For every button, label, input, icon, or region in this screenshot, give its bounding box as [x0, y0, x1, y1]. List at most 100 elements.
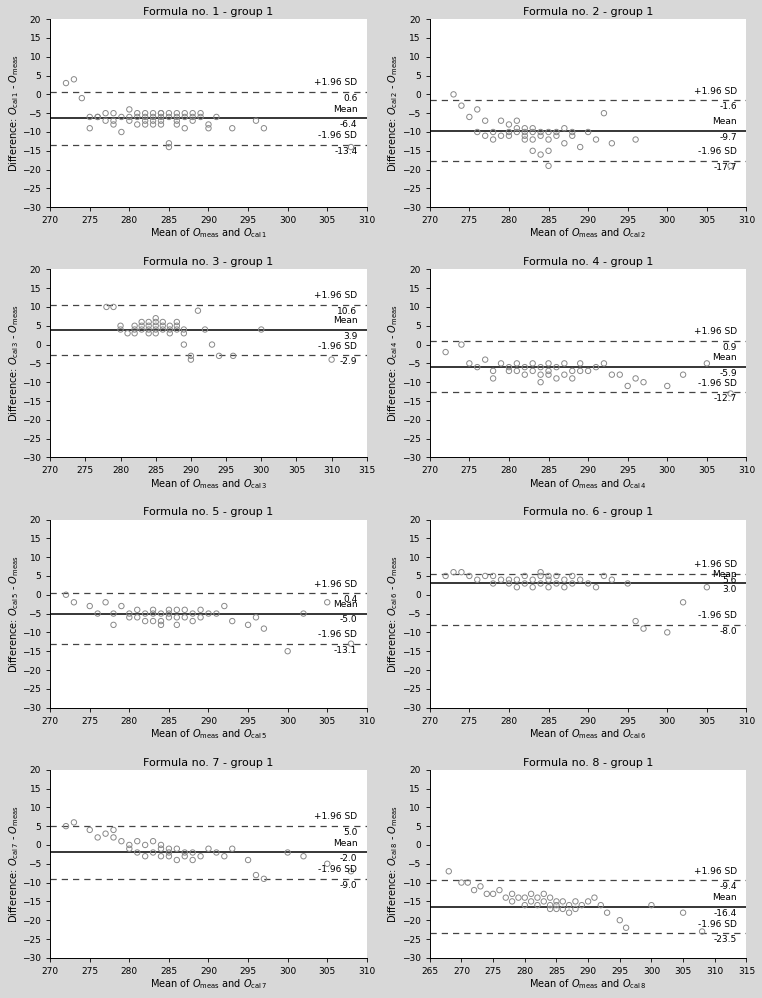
Point — [107, 299, 120, 315]
Text: +1.96 SD: +1.96 SD — [694, 866, 737, 875]
Point — [701, 579, 713, 595]
Point — [142, 317, 155, 333]
Point — [107, 822, 120, 838]
Point — [163, 840, 175, 856]
Point — [142, 314, 155, 330]
Point — [456, 564, 468, 580]
Point — [203, 120, 215, 136]
Point — [506, 893, 518, 909]
Point — [187, 606, 199, 622]
Point — [136, 317, 148, 333]
Point — [68, 71, 80, 87]
Text: -12.7: -12.7 — [714, 394, 737, 403]
Point — [543, 355, 555, 371]
Point — [645, 897, 658, 913]
X-axis label: Mean of $\mathit{O}_{\mathrm{meas}}$ and $\mathit{O}_{\mathrm{cal\,5}}$: Mean of $\mathit{O}_{\mathrm{meas}}$ and… — [149, 728, 267, 741]
Point — [506, 886, 518, 902]
Point — [479, 113, 491, 129]
Text: -1.96 SD: -1.96 SD — [319, 631, 357, 640]
Point — [149, 317, 162, 333]
Text: Mean: Mean — [333, 105, 357, 114]
Point — [566, 370, 578, 386]
Text: -1.96 SD: -1.96 SD — [319, 131, 357, 140]
Point — [155, 617, 167, 633]
Point — [574, 572, 586, 588]
X-axis label: Mean of $\mathit{O}_{\mathrm{meas}}$ and $\mathit{O}_{\mathrm{cal\,8}}$: Mean of $\mathit{O}_{\mathrm{meas}}$ and… — [530, 977, 647, 991]
Point — [550, 359, 562, 375]
Point — [559, 136, 571, 152]
Y-axis label: Difference: $\mathit{O}_{\mathrm{cal\,7}}$ - $\mathit{O}_{\mathrm{meas}}$: Difference: $\mathit{O}_{\mathrm{cal\,7}… — [7, 804, 21, 923]
Point — [503, 576, 515, 592]
Point — [155, 113, 167, 129]
Point — [511, 579, 523, 595]
Point — [171, 109, 183, 125]
Point — [129, 325, 141, 341]
X-axis label: Mean of $\mathit{O}_{\mathrm{meas}}$ and $\mathit{O}_{\mathrm{cal\,1}}$: Mean of $\mathit{O}_{\mathrm{meas}}$ and… — [150, 227, 267, 241]
Text: -2.9: -2.9 — [340, 357, 357, 366]
Title: Formula no. 2 - group 1: Formula no. 2 - group 1 — [523, 7, 653, 17]
Point — [171, 617, 183, 633]
Point — [456, 874, 468, 890]
Point — [534, 568, 546, 584]
Point — [115, 109, 127, 125]
Point — [91, 829, 104, 845]
Point — [511, 363, 523, 379]
Point — [171, 610, 183, 626]
Text: -9.0: -9.0 — [340, 880, 357, 889]
Point — [543, 363, 555, 379]
Point — [566, 124, 578, 140]
Point — [281, 644, 293, 660]
Point — [107, 606, 120, 622]
Point — [563, 905, 575, 921]
Point — [203, 840, 215, 856]
Point — [677, 366, 689, 382]
Point — [527, 579, 539, 595]
Point — [210, 844, 223, 860]
Point — [114, 317, 126, 333]
Point — [192, 302, 204, 318]
Point — [194, 602, 207, 618]
Point — [503, 117, 515, 133]
Point — [107, 117, 120, 133]
Point — [226, 840, 239, 856]
Text: Mean: Mean — [333, 600, 357, 609]
Point — [139, 606, 151, 622]
Point — [157, 317, 169, 333]
Point — [227, 348, 239, 364]
Point — [185, 348, 197, 364]
Point — [139, 837, 151, 853]
Point — [123, 606, 136, 622]
Point — [100, 113, 112, 129]
Text: -9.7: -9.7 — [719, 133, 737, 142]
Point — [563, 897, 575, 913]
Text: 0.6: 0.6 — [343, 94, 357, 103]
Point — [163, 109, 175, 125]
Text: 3.0: 3.0 — [722, 586, 737, 595]
Text: -6.4: -6.4 — [340, 121, 357, 130]
Title: Formula no. 8 - group 1: Formula no. 8 - group 1 — [523, 757, 653, 767]
Point — [91, 109, 104, 125]
Point — [543, 568, 555, 584]
Point — [171, 117, 183, 133]
Point — [187, 105, 199, 121]
Point — [147, 613, 159, 629]
Text: -1.96 SD: -1.96 SD — [698, 920, 737, 929]
Point — [471, 359, 483, 375]
Point — [258, 621, 270, 637]
Text: -13.1: -13.1 — [334, 646, 357, 655]
Point — [178, 120, 190, 136]
Point — [538, 886, 550, 902]
Point — [559, 355, 571, 371]
Point — [155, 606, 167, 622]
Point — [114, 321, 126, 337]
Text: -1.96 SD: -1.96 SD — [698, 148, 737, 157]
Text: 0.4: 0.4 — [343, 595, 357, 604]
Point — [574, 139, 586, 155]
Point — [527, 355, 539, 371]
Point — [534, 124, 546, 140]
Point — [479, 351, 491, 367]
Point — [91, 109, 104, 125]
Point — [543, 579, 555, 595]
Point — [171, 314, 183, 330]
Point — [495, 572, 507, 588]
